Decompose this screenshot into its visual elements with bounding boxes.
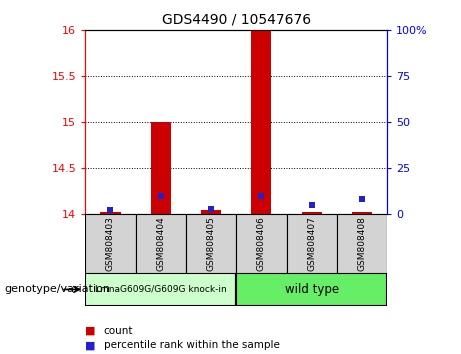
- Bar: [151, 122, 171, 214]
- Text: genotype/variation: genotype/variation: [5, 284, 111, 295]
- Text: GSM808407: GSM808407: [307, 216, 316, 271]
- Bar: [136, 214, 186, 273]
- Text: percentile rank within the sample: percentile rank within the sample: [104, 340, 280, 350]
- Text: GSM808406: GSM808406: [257, 216, 266, 271]
- Text: GSM808403: GSM808403: [106, 216, 115, 271]
- Text: GSM808405: GSM808405: [207, 216, 216, 271]
- Text: ■: ■: [85, 340, 96, 350]
- Bar: [352, 212, 372, 214]
- Bar: [85, 214, 136, 273]
- Text: count: count: [104, 326, 133, 336]
- Bar: [236, 273, 387, 306]
- Text: wild type: wild type: [285, 283, 339, 296]
- Bar: [100, 212, 120, 214]
- Bar: [337, 214, 387, 273]
- Text: LmnaG609G/G609G knock-in: LmnaG609G/G609G knock-in: [95, 285, 227, 294]
- Title: GDS4490 / 10547676: GDS4490 / 10547676: [162, 12, 311, 26]
- Text: GSM808404: GSM808404: [156, 216, 165, 271]
- Text: GSM808408: GSM808408: [358, 216, 366, 271]
- Bar: [301, 212, 322, 214]
- Bar: [251, 30, 272, 214]
- Text: ■: ■: [85, 326, 96, 336]
- Bar: [85, 273, 236, 306]
- Bar: [236, 214, 287, 273]
- Bar: [287, 214, 337, 273]
- Bar: [201, 210, 221, 214]
- Bar: [186, 214, 236, 273]
